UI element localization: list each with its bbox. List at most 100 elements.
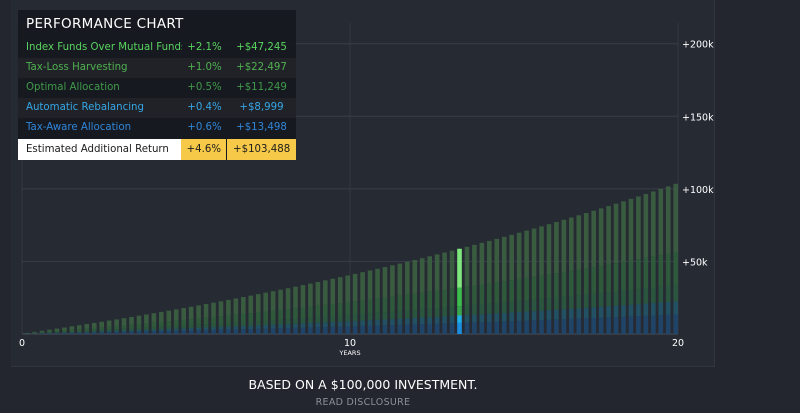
bar-segment[interactable] [255, 328, 261, 334]
bar-segment[interactable] [501, 302, 507, 313]
bar-segment[interactable] [345, 321, 350, 327]
bar-segment[interactable] [487, 321, 492, 334]
bar-segment[interactable] [270, 310, 276, 321]
bar-segment[interactable] [561, 271, 567, 297]
bar-segment[interactable] [487, 283, 492, 304]
bar-segment[interactable] [628, 289, 634, 305]
bar-segment[interactable] [516, 232, 522, 279]
bar-segment[interactable] [427, 317, 432, 324]
bar-segment[interactable] [54, 333, 60, 334]
bar-segment[interactable] [561, 319, 567, 334]
bar-segment[interactable] [434, 316, 440, 324]
bar-segment[interactable] [382, 297, 388, 313]
bar-segment[interactable] [479, 304, 485, 315]
bar-segment[interactable] [524, 320, 529, 334]
bar-segment[interactable] [472, 304, 477, 315]
bar-segment[interactable] [330, 322, 336, 327]
bar-segment[interactable] [47, 331, 52, 333]
bar-segment[interactable] [516, 278, 522, 301]
bar-segment[interactable] [382, 319, 388, 326]
bar-segment[interactable] [382, 325, 388, 334]
bar-segment[interactable] [241, 321, 246, 326]
bar-segment[interactable] [114, 332, 119, 334]
bar-segment[interactable] [405, 310, 410, 319]
bar-segment[interactable] [330, 304, 336, 316]
bar-segment[interactable] [539, 298, 544, 311]
bar-segment[interactable] [270, 324, 276, 329]
highlighted-bar-segment[interactable] [457, 287, 462, 307]
bar-segment[interactable] [576, 318, 582, 334]
bar-segment[interactable] [554, 309, 559, 320]
bar-segment[interactable] [196, 324, 201, 328]
bar-segment[interactable] [546, 298, 552, 311]
bar-segment[interactable] [181, 319, 186, 326]
bar-segment[interactable] [375, 319, 380, 326]
bar-segment[interactable] [99, 332, 104, 334]
bar-segment[interactable] [106, 331, 112, 333]
bar-segment[interactable] [598, 306, 604, 318]
bar-segment[interactable] [196, 318, 201, 325]
bar-segment[interactable] [166, 330, 172, 334]
bar-segment[interactable] [211, 327, 216, 330]
bar-segment[interactable] [397, 295, 403, 312]
bar-segment[interactable] [360, 325, 365, 334]
bar-segment[interactable] [434, 254, 440, 291]
bar-segment[interactable] [69, 331, 75, 333]
bar-segment[interactable] [673, 285, 678, 302]
bar-segment[interactable] [136, 315, 142, 325]
bar-segment[interactable] [300, 323, 306, 328]
bar-segment[interactable] [248, 295, 254, 314]
bar-segment[interactable] [516, 312, 522, 321]
bar-segment[interactable] [494, 321, 500, 334]
bar-segment[interactable] [569, 308, 574, 319]
bar-segment[interactable] [524, 230, 529, 278]
bar-segment[interactable] [412, 309, 418, 318]
bar-segment[interactable] [516, 320, 522, 334]
bar-segment[interactable] [173, 330, 179, 334]
bar-segment[interactable] [665, 186, 671, 254]
bar-segment[interactable] [352, 301, 358, 315]
bar-segment[interactable] [390, 265, 395, 297]
bar-segment[interactable] [308, 323, 313, 328]
bar-segment[interactable] [196, 327, 201, 331]
bar-segment[interactable] [479, 284, 485, 305]
bar-segment[interactable] [203, 304, 209, 318]
bar-segment[interactable] [121, 328, 127, 331]
bar-segment[interactable] [84, 324, 90, 329]
bar-segment[interactable] [539, 320, 544, 334]
bar-segment[interactable] [47, 333, 52, 334]
bar-segment[interactable] [546, 274, 552, 299]
bar-segment[interactable] [472, 314, 477, 323]
bar-segment[interactable] [636, 196, 641, 260]
bar-segment[interactable] [531, 228, 537, 277]
bar-segment[interactable] [263, 311, 268, 321]
bar-segment[interactable] [531, 299, 537, 312]
bar-segment[interactable] [673, 301, 678, 315]
bar-segment[interactable] [427, 291, 432, 309]
bar-segment[interactable] [531, 320, 537, 334]
bar-segment[interactable] [218, 323, 224, 327]
bar-segment[interactable] [91, 330, 97, 332]
bar-segment[interactable] [360, 313, 365, 321]
bar-segment[interactable] [84, 332, 90, 334]
bar-segment[interactable] [69, 326, 75, 330]
bar-segment[interactable] [412, 317, 418, 325]
bar-segment[interactable] [613, 203, 619, 264]
bar-segment[interactable] [315, 281, 321, 306]
bar-segment[interactable] [188, 306, 194, 320]
bar-segment[interactable] [397, 311, 403, 319]
bar-segment[interactable] [673, 252, 678, 286]
bar-segment[interactable] [337, 321, 343, 327]
bar-segment[interactable] [203, 330, 209, 334]
bar-segment[interactable] [479, 242, 485, 285]
bar-segment[interactable] [285, 288, 291, 310]
bar-segment[interactable] [352, 320, 358, 327]
bar-segment[interactable] [449, 306, 455, 316]
bar-segment[interactable] [576, 215, 582, 270]
bar-segment[interactable] [84, 330, 90, 332]
bar-segment[interactable] [576, 295, 582, 309]
bar-segment[interactable] [255, 325, 261, 329]
bar-segment[interactable] [337, 277, 343, 304]
bar-segment[interactable] [569, 270, 574, 297]
bar-segment[interactable] [226, 326, 231, 330]
